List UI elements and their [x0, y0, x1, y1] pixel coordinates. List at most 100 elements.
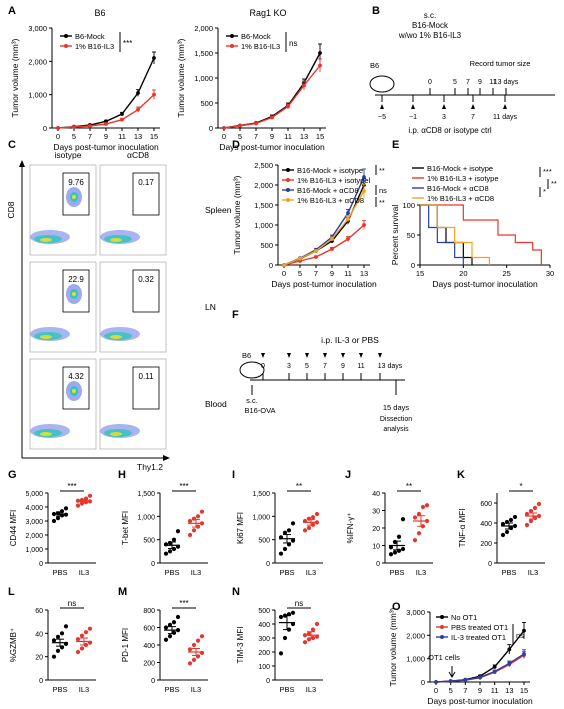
- panel-letter-G: G: [8, 469, 17, 481]
- x-tick-label: 11: [118, 132, 126, 141]
- panel-letter-J: J: [345, 469, 351, 481]
- y-tick-label: 3,000: [28, 24, 47, 33]
- y-tick-label: 0: [488, 561, 492, 568]
- y-axis-label: TNF-α MFI: [458, 509, 467, 548]
- gate-box: [132, 172, 160, 216]
- y-tick-label: 0: [151, 561, 155, 568]
- panel-letter-O: O: [392, 601, 401, 613]
- sig-label: ns: [289, 39, 297, 48]
- density-blob: [72, 292, 76, 296]
- gate-value: 0.11: [139, 372, 155, 381]
- legend-label: PBS treated OT1: [451, 623, 508, 632]
- timeline-day: 13 days: [494, 79, 519, 86]
- y-tick-label: 0: [269, 261, 273, 270]
- data-point: [290, 610, 296, 615]
- data-point: [512, 514, 518, 520]
- group-label: IL3: [191, 685, 201, 694]
- x-tick-label: 13: [360, 269, 368, 278]
- timeline-day: 9: [478, 79, 482, 86]
- arrow-down: [261, 353, 265, 358]
- sig-label: **: [296, 482, 302, 491]
- arrow-up: [503, 104, 507, 109]
- y-tick-label: 800: [143, 608, 155, 615]
- timeline-day: 11: [357, 363, 364, 370]
- sig-label: ns: [379, 186, 387, 195]
- data-point: [282, 263, 286, 267]
- data-point: [302, 83, 306, 88]
- data-point: [388, 545, 394, 550]
- density-blob: [72, 195, 76, 199]
- x-tick-label: 13: [505, 686, 513, 695]
- y-tick-label: 3,000: [406, 608, 425, 617]
- y-tick-label: 0: [151, 678, 155, 685]
- x-axis-label: Days post-tumor inoculation: [271, 279, 377, 289]
- series-line-3: [283, 190, 365, 266]
- data-point: [400, 546, 406, 552]
- timeline-day: 13 days: [378, 363, 403, 370]
- group-label: IL3: [416, 568, 426, 577]
- gate-value: 4.32: [68, 372, 84, 381]
- y-tick-label: 50: [407, 231, 415, 240]
- y-axis-label: %IFN-γ⁺: [346, 513, 355, 544]
- data-point: [171, 630, 177, 635]
- series-line-1: [283, 224, 365, 266]
- y-tick-label: 1,000: [406, 655, 425, 664]
- sig-label: *: [543, 187, 546, 196]
- data-point: [72, 125, 76, 129]
- y-tick-label: 500: [260, 241, 273, 250]
- panel-letter-K: K: [457, 469, 465, 481]
- x-axis-label: Thy1.2: [137, 462, 163, 472]
- y-tick-label: 2,000: [28, 57, 47, 66]
- y-tick-label: 1,500: [137, 491, 155, 498]
- data-point: [191, 642, 197, 648]
- data-point: [522, 652, 526, 656]
- data-point: [318, 63, 322, 68]
- data-point: [55, 634, 61, 639]
- data-point: [278, 551, 284, 556]
- y-axis-label: Percent survival: [390, 205, 400, 266]
- timeline-day: 7: [466, 79, 470, 86]
- gate-box: [62, 269, 90, 313]
- legend-label: 1% B16-IL3 + αCD8: [297, 196, 364, 205]
- sig-label: ***: [123, 39, 132, 48]
- timeline-day: 9: [341, 363, 345, 370]
- legend-marker: [230, 44, 234, 48]
- mouse-label: B6: [370, 61, 379, 70]
- gate-box: [132, 366, 160, 410]
- gate-value: 22.9: [68, 275, 84, 284]
- group-label: PBS: [164, 685, 179, 694]
- data-point: [362, 189, 366, 193]
- y-axis-label: Tumor volume (mm³): [232, 175, 242, 254]
- data-point: [167, 540, 173, 546]
- x-tick-label: 7: [314, 269, 318, 278]
- data-point: [175, 529, 181, 534]
- density-blob: [110, 432, 122, 436]
- timeline-day: 7: [323, 363, 327, 370]
- y-tick-label: 1,000: [25, 547, 43, 554]
- y-tick-label: 600: [143, 626, 155, 633]
- row-label: LN: [205, 302, 216, 312]
- group-label: PBS: [279, 568, 294, 577]
- y-tick-label: 10: [372, 544, 380, 551]
- data-point: [199, 634, 205, 639]
- y-tick-label: 200: [480, 541, 492, 548]
- y-tick-label: 0: [266, 561, 270, 568]
- schematic-text: s.c.: [424, 11, 436, 20]
- data-point: [310, 627, 316, 632]
- data-point: [306, 637, 312, 642]
- data-point: [500, 521, 506, 527]
- data-point: [136, 91, 140, 95]
- data-point: [278, 651, 284, 656]
- data-point: [51, 518, 57, 524]
- density-blob: [40, 238, 52, 242]
- mouse-icon: [239, 361, 265, 379]
- data-point: [536, 501, 542, 507]
- x-tick-label: 0: [434, 686, 438, 695]
- y-tick-label: 20: [372, 526, 380, 533]
- y-tick-label: 400: [258, 622, 270, 629]
- data-point: [314, 249, 318, 253]
- x-tick-label: 30: [546, 269, 554, 278]
- sig-label: ns: [295, 599, 303, 608]
- data-point: [314, 255, 318, 259]
- data-point: [163, 625, 169, 630]
